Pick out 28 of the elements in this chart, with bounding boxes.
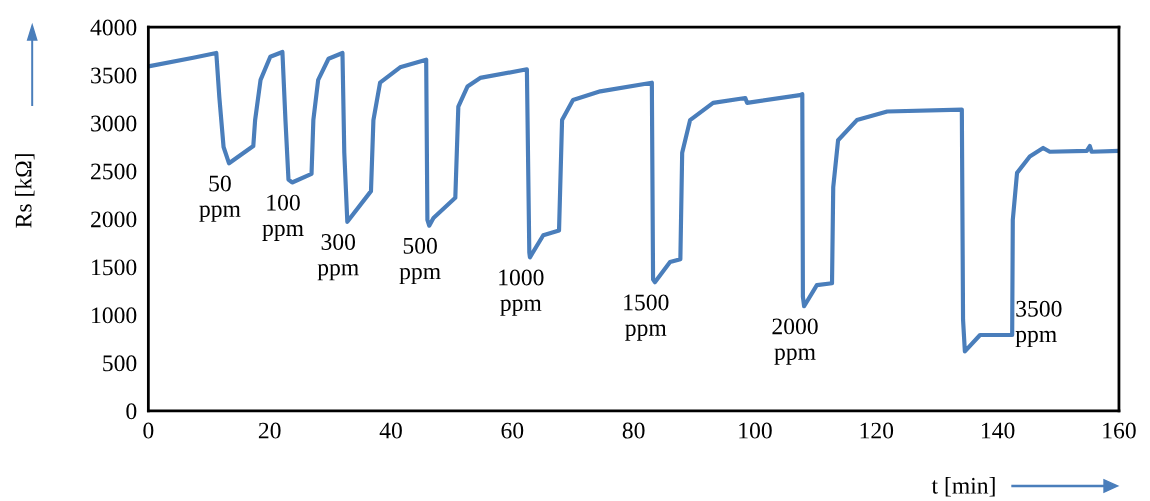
annotation: 2000 ppm — [772, 318, 818, 365]
x-tick-label: 0 — [143, 422, 154, 439]
y-tick-label: 0 — [126, 403, 137, 420]
x-tick-label: 140 — [981, 422, 1015, 439]
x-axis-title: t [min] — [931, 477, 995, 497]
annotation: 300 ppm — [317, 234, 359, 281]
y-tick-label: 1500 — [92, 259, 137, 276]
annotation: 1000 ppm — [499, 269, 544, 316]
annotation: 1500 ppm — [624, 294, 669, 341]
y-axis-title: Rs [kΩ] — [14, 154, 35, 228]
annotation: 50 ppm — [199, 175, 241, 222]
y-tick-label: 2500 — [91, 163, 137, 180]
x-tick-label: 120 — [860, 422, 894, 439]
y-tick-label: 3000 — [91, 115, 137, 132]
x-tick-label: 40 — [379, 422, 402, 439]
y-tick-label: 500 — [103, 355, 137, 372]
y-tick-label: 2000 — [91, 211, 137, 228]
annotation: 3500 ppm — [1015, 300, 1062, 347]
x-tick-label: 160 — [1103, 422, 1136, 439]
x-tick-label: 80 — [622, 422, 645, 439]
y-tick-label: 4000 — [90, 19, 137, 36]
y-tick-label: 3500 — [91, 67, 137, 84]
x-tick-label: 100 — [739, 422, 772, 439]
x-tick-label: 60 — [501, 422, 524, 439]
annotation: 500 ppm — [399, 237, 441, 285]
annotation: 100 ppm — [262, 194, 304, 241]
x-tick-label: 20 — [258, 422, 281, 439]
y-tick-label: 1000 — [92, 307, 137, 324]
